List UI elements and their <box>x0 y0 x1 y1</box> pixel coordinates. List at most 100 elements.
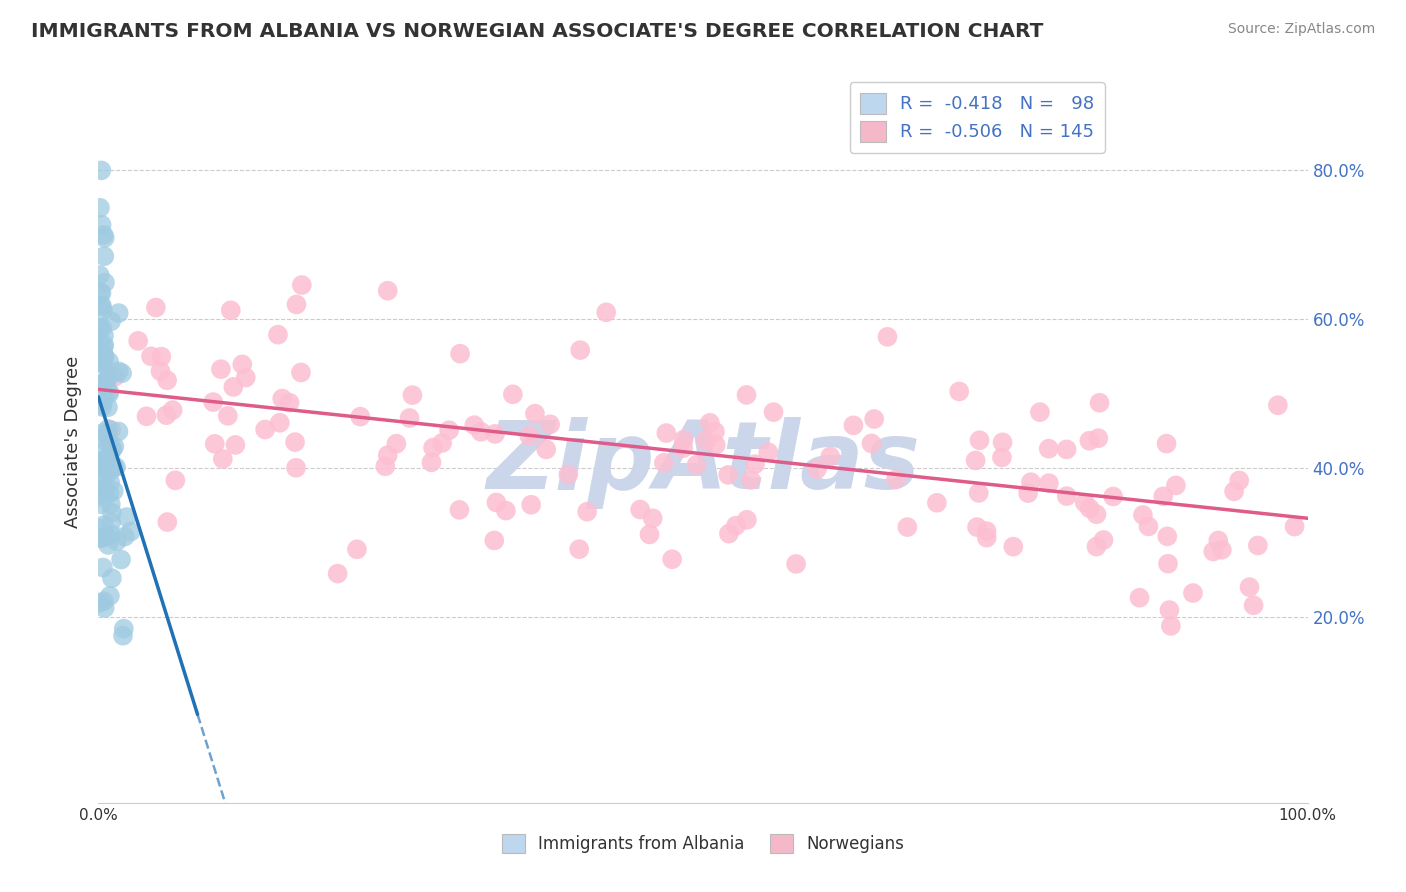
Point <box>1267 398 1289 412</box>
Point <box>1211 542 1233 557</box>
Point <box>638 527 661 541</box>
Point <box>90 163 112 178</box>
Point <box>672 441 695 455</box>
Point <box>863 412 886 426</box>
Point <box>97 538 120 552</box>
Point <box>756 445 779 459</box>
Point <box>762 405 785 419</box>
Point <box>284 435 307 450</box>
Point <box>538 417 561 432</box>
Point <box>89 201 111 215</box>
Point <box>93 231 115 245</box>
Point <box>87 521 110 535</box>
Point <box>1056 489 1078 503</box>
Point <box>449 503 471 517</box>
Point <box>98 464 121 478</box>
Point <box>1078 501 1101 516</box>
Point <box>156 373 179 387</box>
Point <box>278 395 301 409</box>
Point <box>1227 474 1250 488</box>
Point <box>93 388 115 402</box>
Point <box>101 571 124 585</box>
Point <box>91 560 114 574</box>
Point <box>717 526 740 541</box>
Point <box>98 436 121 450</box>
Point <box>285 297 308 311</box>
Point <box>93 355 115 369</box>
Point <box>101 506 124 520</box>
Point <box>517 429 540 443</box>
Point <box>1128 591 1150 605</box>
Point <box>115 510 138 524</box>
Point <box>93 484 115 499</box>
Point <box>127 334 149 348</box>
Point <box>1239 580 1261 594</box>
Point <box>1284 519 1306 533</box>
Point <box>965 453 987 467</box>
Point <box>948 384 970 399</box>
Point <box>967 486 990 500</box>
Point <box>93 340 115 354</box>
Point <box>97 370 120 384</box>
Point <box>820 450 842 464</box>
Point <box>346 542 368 557</box>
Point <box>89 596 111 610</box>
Point <box>1074 496 1097 510</box>
Point <box>105 460 128 475</box>
Point <box>703 425 725 439</box>
Point <box>89 459 111 474</box>
Text: ZipAtlas: ZipAtlas <box>486 417 920 509</box>
Point <box>98 355 121 369</box>
Point <box>90 298 112 312</box>
Point <box>976 531 998 545</box>
Point <box>93 594 115 608</box>
Point <box>103 483 125 498</box>
Point <box>87 322 110 336</box>
Point <box>94 276 117 290</box>
Point <box>90 346 112 360</box>
Point <box>89 377 111 392</box>
Point <box>523 407 546 421</box>
Point <box>90 483 112 497</box>
Point <box>91 531 114 545</box>
Point <box>969 434 991 448</box>
Point <box>1156 529 1178 543</box>
Point <box>991 435 1014 450</box>
Point <box>87 398 110 412</box>
Point <box>1247 539 1270 553</box>
Point <box>672 433 695 447</box>
Point <box>224 438 246 452</box>
Point <box>110 552 132 566</box>
Point <box>401 388 423 402</box>
Point <box>652 456 675 470</box>
Text: IMMIGRANTS FROM ALBANIA VS NORWEGIAN ASSOCIATE'S DEGREE CORRELATION CHART: IMMIGRANTS FROM ALBANIA VS NORWEGIAN ASS… <box>31 22 1043 41</box>
Point <box>93 338 115 352</box>
Point <box>97 450 120 464</box>
Point <box>735 388 758 402</box>
Point <box>93 349 115 363</box>
Point <box>1038 442 1060 456</box>
Point <box>114 530 136 544</box>
Point <box>1152 489 1174 503</box>
Point <box>231 357 253 371</box>
Point <box>966 520 988 534</box>
Point <box>135 409 157 424</box>
Point <box>1156 436 1178 450</box>
Point <box>1243 599 1265 613</box>
Point <box>735 513 758 527</box>
Point <box>576 505 599 519</box>
Point <box>96 426 118 441</box>
Point <box>93 227 115 242</box>
Point <box>254 423 277 437</box>
Point <box>94 453 117 467</box>
Point <box>202 395 225 409</box>
Point <box>1202 544 1225 558</box>
Point <box>100 423 122 437</box>
Point <box>97 422 120 436</box>
Point <box>1085 540 1108 554</box>
Point <box>89 285 111 300</box>
Point <box>1092 533 1115 547</box>
Point <box>93 601 115 615</box>
Point <box>267 327 290 342</box>
Point <box>285 460 308 475</box>
